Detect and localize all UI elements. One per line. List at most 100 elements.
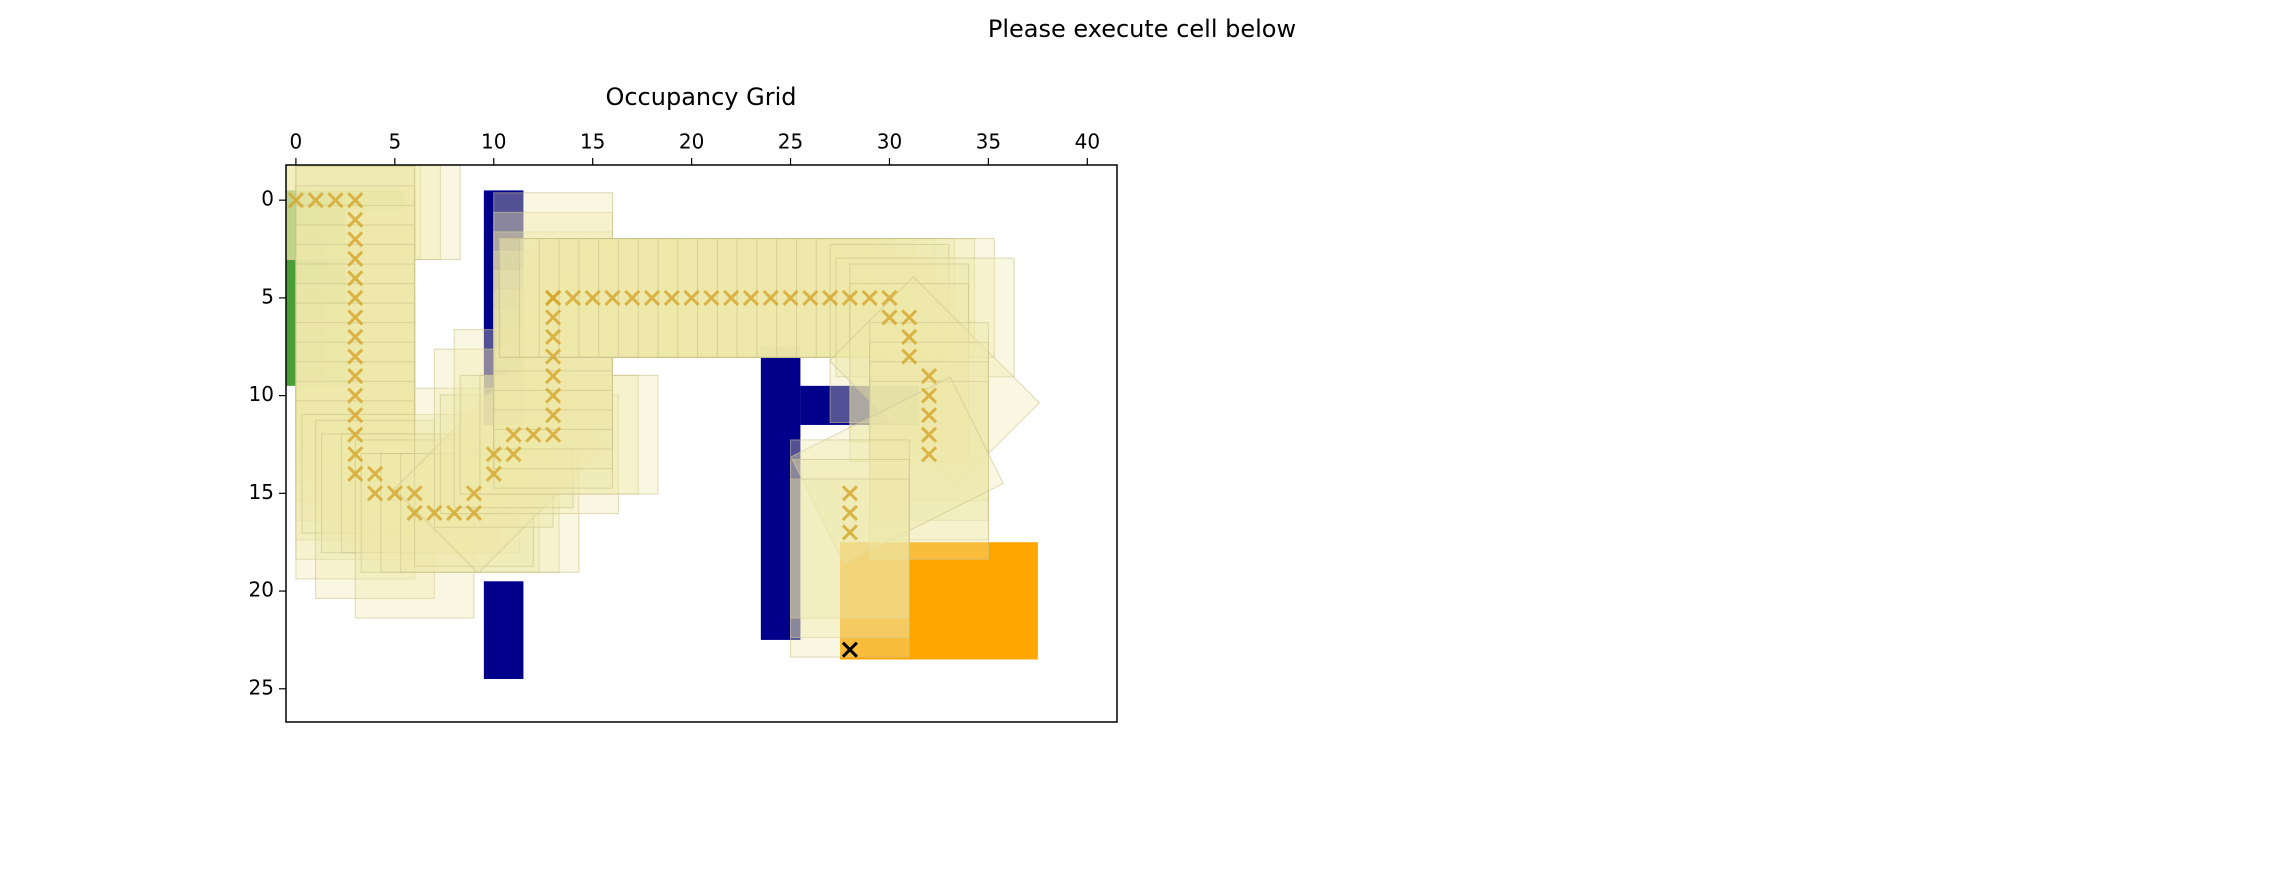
path-marker: [366, 465, 384, 482]
path-marker: [327, 192, 344, 209]
plot-area: [286, 165, 1041, 680]
path-marker: [347, 407, 364, 424]
robot-footprint: [835, 257, 1015, 378]
robot-footprint: [578, 238, 758, 358]
obstacle: [483, 190, 524, 425]
path-marker: [307, 192, 324, 209]
path-marker: [881, 289, 898, 306]
end-marker: [841, 641, 858, 658]
x-tick-label: 5: [388, 130, 401, 154]
path-marker: [347, 446, 364, 463]
path-marker: [347, 426, 364, 443]
path-marker: [545, 426, 562, 443]
x-tick-label: 40: [1075, 130, 1100, 154]
path-marker: [683, 289, 700, 306]
x-tick-label: 0: [290, 130, 303, 154]
robot-footprint: [400, 453, 580, 573]
path-marker: [841, 524, 858, 541]
x-tick-label: 35: [976, 130, 1001, 154]
path-marker: [822, 289, 839, 306]
path-marker: [347, 192, 364, 209]
y-tick-label: 15: [249, 480, 274, 504]
path-marker: [703, 289, 720, 306]
path-marker: [347, 289, 364, 306]
y-tick-label: 10: [249, 382, 274, 406]
path-marker: [505, 446, 522, 463]
path-marker: [347, 465, 364, 482]
robot-footprint: [499, 238, 679, 358]
path-marker: [782, 289, 799, 306]
robot-footprint: [598, 238, 778, 358]
x-tick-label: 30: [877, 130, 902, 154]
robot-footprint: [479, 374, 659, 495]
path-marker: [564, 289, 581, 306]
x-tick-label: 15: [580, 130, 605, 154]
goal-region: [840, 542, 1038, 660]
robot-footprint: [453, 329, 574, 509]
x-tick-label: 10: [481, 130, 506, 154]
path-marker: [920, 368, 938, 385]
obstacle: [483, 581, 524, 680]
path-marker: [802, 289, 819, 306]
obstacle: [760, 346, 801, 640]
y-tick-label: 5: [261, 284, 274, 308]
path-marker: [742, 289, 760, 306]
path-marker: [347, 231, 364, 248]
path-marker: [347, 387, 364, 404]
path-marker: [841, 485, 858, 502]
path-marker: [406, 504, 423, 521]
path-marker: [406, 485, 423, 502]
path-marker: [465, 485, 483, 502]
path-marker: [545, 289, 562, 306]
robot-footprint: [558, 238, 738, 358]
path-marker: [347, 348, 364, 365]
robot-footprint: [617, 238, 797, 358]
path-marker: [920, 446, 938, 463]
robot-footprint: [286, 165, 422, 261]
robot-footprint: [493, 192, 613, 372]
path-marker: [545, 387, 562, 404]
path-marker: [525, 426, 542, 443]
path-marker: [901, 348, 918, 365]
axes-frame: [285, 164, 1118, 723]
path-marker: [347, 211, 364, 228]
path-marker: [643, 289, 661, 306]
path-marker: [920, 426, 938, 443]
path-marker: [545, 328, 562, 346]
robot-footprint: [829, 243, 950, 424]
path-marker: [386, 485, 403, 502]
obstacle: [800, 385, 920, 425]
path-marker: [347, 368, 364, 385]
path-marker: [604, 289, 621, 306]
path-marker: [347, 250, 364, 267]
robot-footprint: [790, 478, 910, 658]
path-marker: [545, 407, 562, 424]
path-marker: [366, 485, 384, 502]
y-tick-label: 0: [261, 187, 274, 211]
robot-footprint: [360, 453, 540, 573]
robot-footprint: [869, 380, 989, 560]
x-tick-label: 25: [778, 130, 803, 154]
path-marker: [426, 504, 443, 521]
path-marker: [723, 289, 740, 306]
path-marker: [347, 270, 364, 287]
path-marker: [446, 504, 463, 521]
path-marker: [545, 368, 562, 385]
x-tick-label: 20: [679, 130, 704, 154]
path-marker: [881, 309, 898, 326]
path-marker: [485, 446, 502, 463]
path-marker: [465, 504, 483, 521]
path-marker: [841, 289, 858, 306]
robot-footprint: [414, 387, 534, 567]
axes-title: Occupancy Grid: [605, 83, 796, 111]
path-marker: [505, 426, 522, 443]
path-marker: [901, 328, 918, 346]
y-tick-label: 25: [249, 675, 274, 699]
path-marker: [485, 465, 502, 482]
path-marker: [920, 407, 938, 424]
path-marker: [347, 328, 364, 346]
path-marker: [762, 289, 779, 306]
path-marker: [287, 192, 304, 209]
start-cell: [305, 190, 326, 386]
y-tick-label: 20: [249, 578, 274, 602]
